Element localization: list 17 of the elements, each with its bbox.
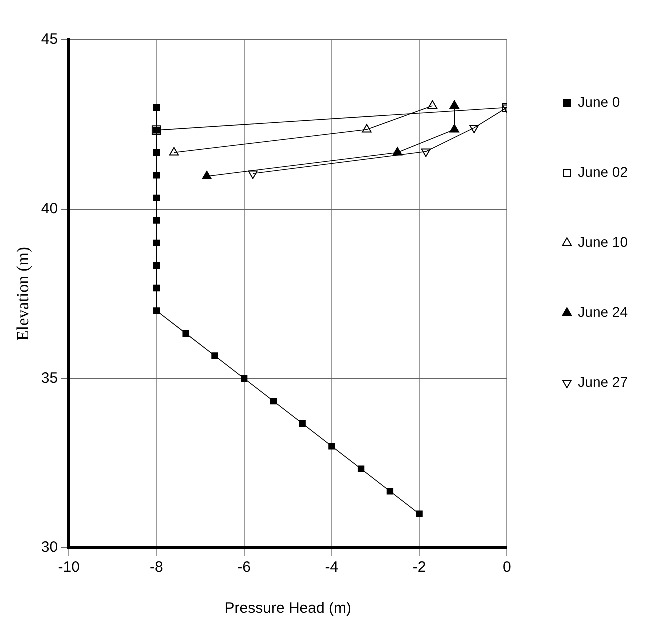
legend-label: June 27 (578, 374, 628, 390)
y-tick-label: 45 (41, 31, 58, 48)
x-tick-label: -2 (412, 559, 426, 576)
x-axis-title: Pressure Head (m) (224, 600, 352, 618)
y-tick-label: 40 (41, 200, 58, 218)
y-tick-label: 30 (41, 539, 58, 556)
x-tick-label: -8 (150, 559, 164, 576)
x-tick-label: -4 (325, 559, 339, 576)
x-tick-label: -6 (238, 559, 251, 576)
legend-label: June 10 (578, 234, 628, 250)
legend-label: June 0 (578, 94, 620, 110)
x-tick-label: -10 (58, 559, 80, 576)
y-axis-title: Elevation (m) (14, 247, 33, 341)
y-tick-label: 35 (41, 370, 58, 387)
x-tick-label: 0 (503, 559, 512, 576)
legend-label: June 24 (578, 304, 628, 320)
legend-label: June 02 (578, 164, 628, 180)
